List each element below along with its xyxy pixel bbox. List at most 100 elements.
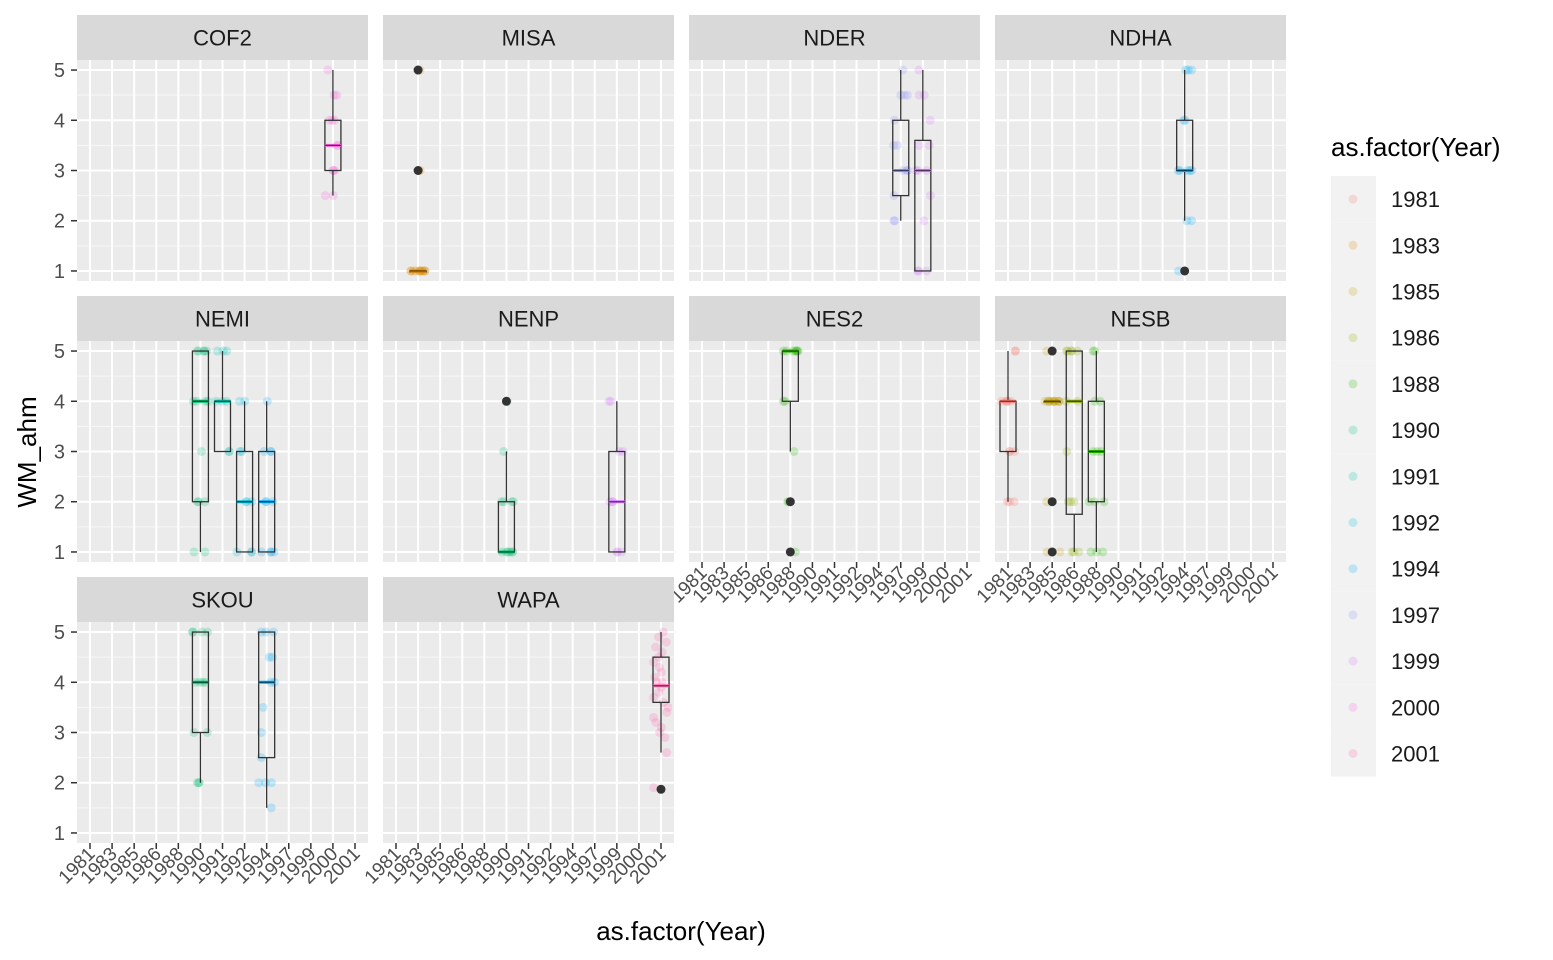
legend-key-background — [1331, 591, 1376, 638]
jitter-point — [254, 778, 264, 788]
facet-strip — [995, 15, 1286, 60]
legend-item-2001: 2001 — [1331, 730, 1440, 777]
box-1986 — [1061, 346, 1084, 557]
jitter-point — [604, 396, 614, 406]
y-tick-label: 5 — [54, 60, 65, 82]
jitter-point — [260, 778, 270, 788]
legend-key-background — [1331, 453, 1376, 500]
y-axis-label: WM_ahm — [12, 396, 42, 507]
outlier-point — [1180, 266, 1190, 276]
jitter-point — [924, 140, 934, 150]
legend-key-background — [1331, 730, 1376, 777]
jitter-point — [657, 647, 667, 657]
legend-key-background — [1331, 684, 1376, 731]
legend-key-swatch — [1348, 379, 1358, 389]
y-tick-label: 4 — [54, 110, 65, 132]
legend-item-1992: 1992 — [1331, 499, 1440, 546]
facet-strip-label: NENP — [498, 307, 559, 332]
jitter-point — [1187, 216, 1197, 226]
facet-strip-label: NEMI — [195, 307, 250, 332]
legend-label: 1991 — [1391, 464, 1440, 489]
legend-item-1997: 1997 — [1331, 591, 1440, 638]
outlier-point — [1047, 497, 1057, 507]
jitter-point — [902, 90, 912, 100]
jitter-point — [329, 90, 339, 100]
legend-key-background — [1331, 176, 1376, 223]
y-tick-label: 4 — [54, 391, 65, 413]
legend-keys: 1981 1983 1985 1986 1988 1990 1991 1992 1994 1997… — [1331, 176, 1440, 777]
jitter-point — [235, 396, 245, 406]
jitter-point — [889, 140, 899, 150]
facet-strip-label: SKOU — [191, 588, 253, 613]
outlier-point — [413, 65, 423, 75]
outlier-point — [1047, 547, 1057, 557]
jitter-point — [649, 712, 659, 722]
jitter-point — [651, 642, 661, 652]
y-tick-label: 5 — [54, 622, 65, 644]
jitter-point — [919, 216, 929, 226]
jitter-point — [662, 707, 672, 717]
box-1991 — [211, 346, 234, 456]
facet-strip-label: COF2 — [193, 26, 252, 51]
jitter-point — [1088, 346, 1098, 356]
jitter-point — [1010, 346, 1020, 356]
box-1983 — [406, 65, 430, 276]
jitter-point — [197, 447, 207, 456]
facet-panel-nemi: NEMI 1 2 3 4 5 — [54, 296, 368, 564]
legend-key-swatch — [1348, 564, 1358, 574]
box-iqr — [892, 119, 910, 197]
box-iqr — [1065, 350, 1083, 515]
y-tick-label: 2 — [54, 492, 65, 514]
jitter-point — [899, 90, 909, 100]
legend-key-swatch — [1348, 287, 1358, 296]
outlier-point — [656, 784, 666, 794]
legend-key-background — [1331, 407, 1376, 454]
jitter-point — [654, 687, 664, 697]
jitter-point — [1090, 346, 1100, 356]
jitter-point — [663, 702, 673, 712]
facet-strip — [77, 577, 368, 622]
facet-panel-ndha: NDHA — [995, 15, 1286, 281]
facet-grid: COF2 1 2 3 4 5 MISA NDER NDHA NEMI 1 2 3 4 5 NENP NES219… — [54, 15, 1286, 888]
facet-panel-nesb: NESB198119831985198619881990199119921994… — [973, 296, 1286, 607]
legend-key-background — [1331, 314, 1376, 361]
facet-panel-nes2: NES2198119831985198619881990199119921994… — [667, 296, 980, 607]
box-1988 — [1084, 346, 1109, 557]
y-tick-label: 1 — [54, 823, 65, 845]
jitter-point — [1183, 65, 1193, 75]
facet-panel-skou: SKOU123451981198319851986198819901991199… — [54, 577, 368, 888]
jitter-point — [1009, 497, 1019, 507]
jitter-point — [1182, 216, 1192, 226]
jitter-point — [655, 728, 665, 737]
jitter-point — [1055, 547, 1065, 557]
facet-strip-label: MISA — [502, 26, 556, 51]
outlier-point — [413, 166, 423, 175]
jitter-point — [606, 396, 616, 406]
box-1981 — [996, 346, 1020, 507]
y-tick-label: 3 — [54, 442, 65, 464]
facet-panel-wapa: WAPA198119831985198619881990199119921994… — [361, 577, 674, 888]
legend: as.factor(Year) 1981 1983 1985 1986 1988 1990… — [1331, 132, 1501, 777]
legend-label: 1988 — [1391, 372, 1440, 397]
facet-strip — [689, 296, 980, 341]
jitter-point — [267, 652, 277, 662]
y-tick-label: 5 — [54, 341, 65, 363]
y-tick-label: 1 — [54, 542, 65, 564]
legend-key-swatch — [1348, 194, 1358, 204]
legend-label: 1983 — [1391, 233, 1440, 258]
legend-label: 1994 — [1391, 557, 1440, 582]
facet-panel-nder: NDER — [689, 15, 980, 281]
box-1994 — [1173, 65, 1197, 276]
legend-item-1981: 1981 — [1331, 176, 1440, 223]
jitter-point — [649, 783, 659, 793]
y-tick-label: 2 — [54, 773, 65, 795]
legend-key-swatch — [1348, 702, 1358, 712]
facet-strip-label: NESB — [1111, 307, 1171, 332]
jitter-point — [660, 733, 670, 743]
legend-label: 1999 — [1391, 649, 1440, 674]
jitter-point — [649, 657, 659, 667]
jitter-point — [892, 140, 902, 150]
legend-title: as.factor(Year) — [1331, 132, 1501, 162]
box-1990 — [497, 396, 518, 557]
jitter-point — [1010, 346, 1020, 356]
